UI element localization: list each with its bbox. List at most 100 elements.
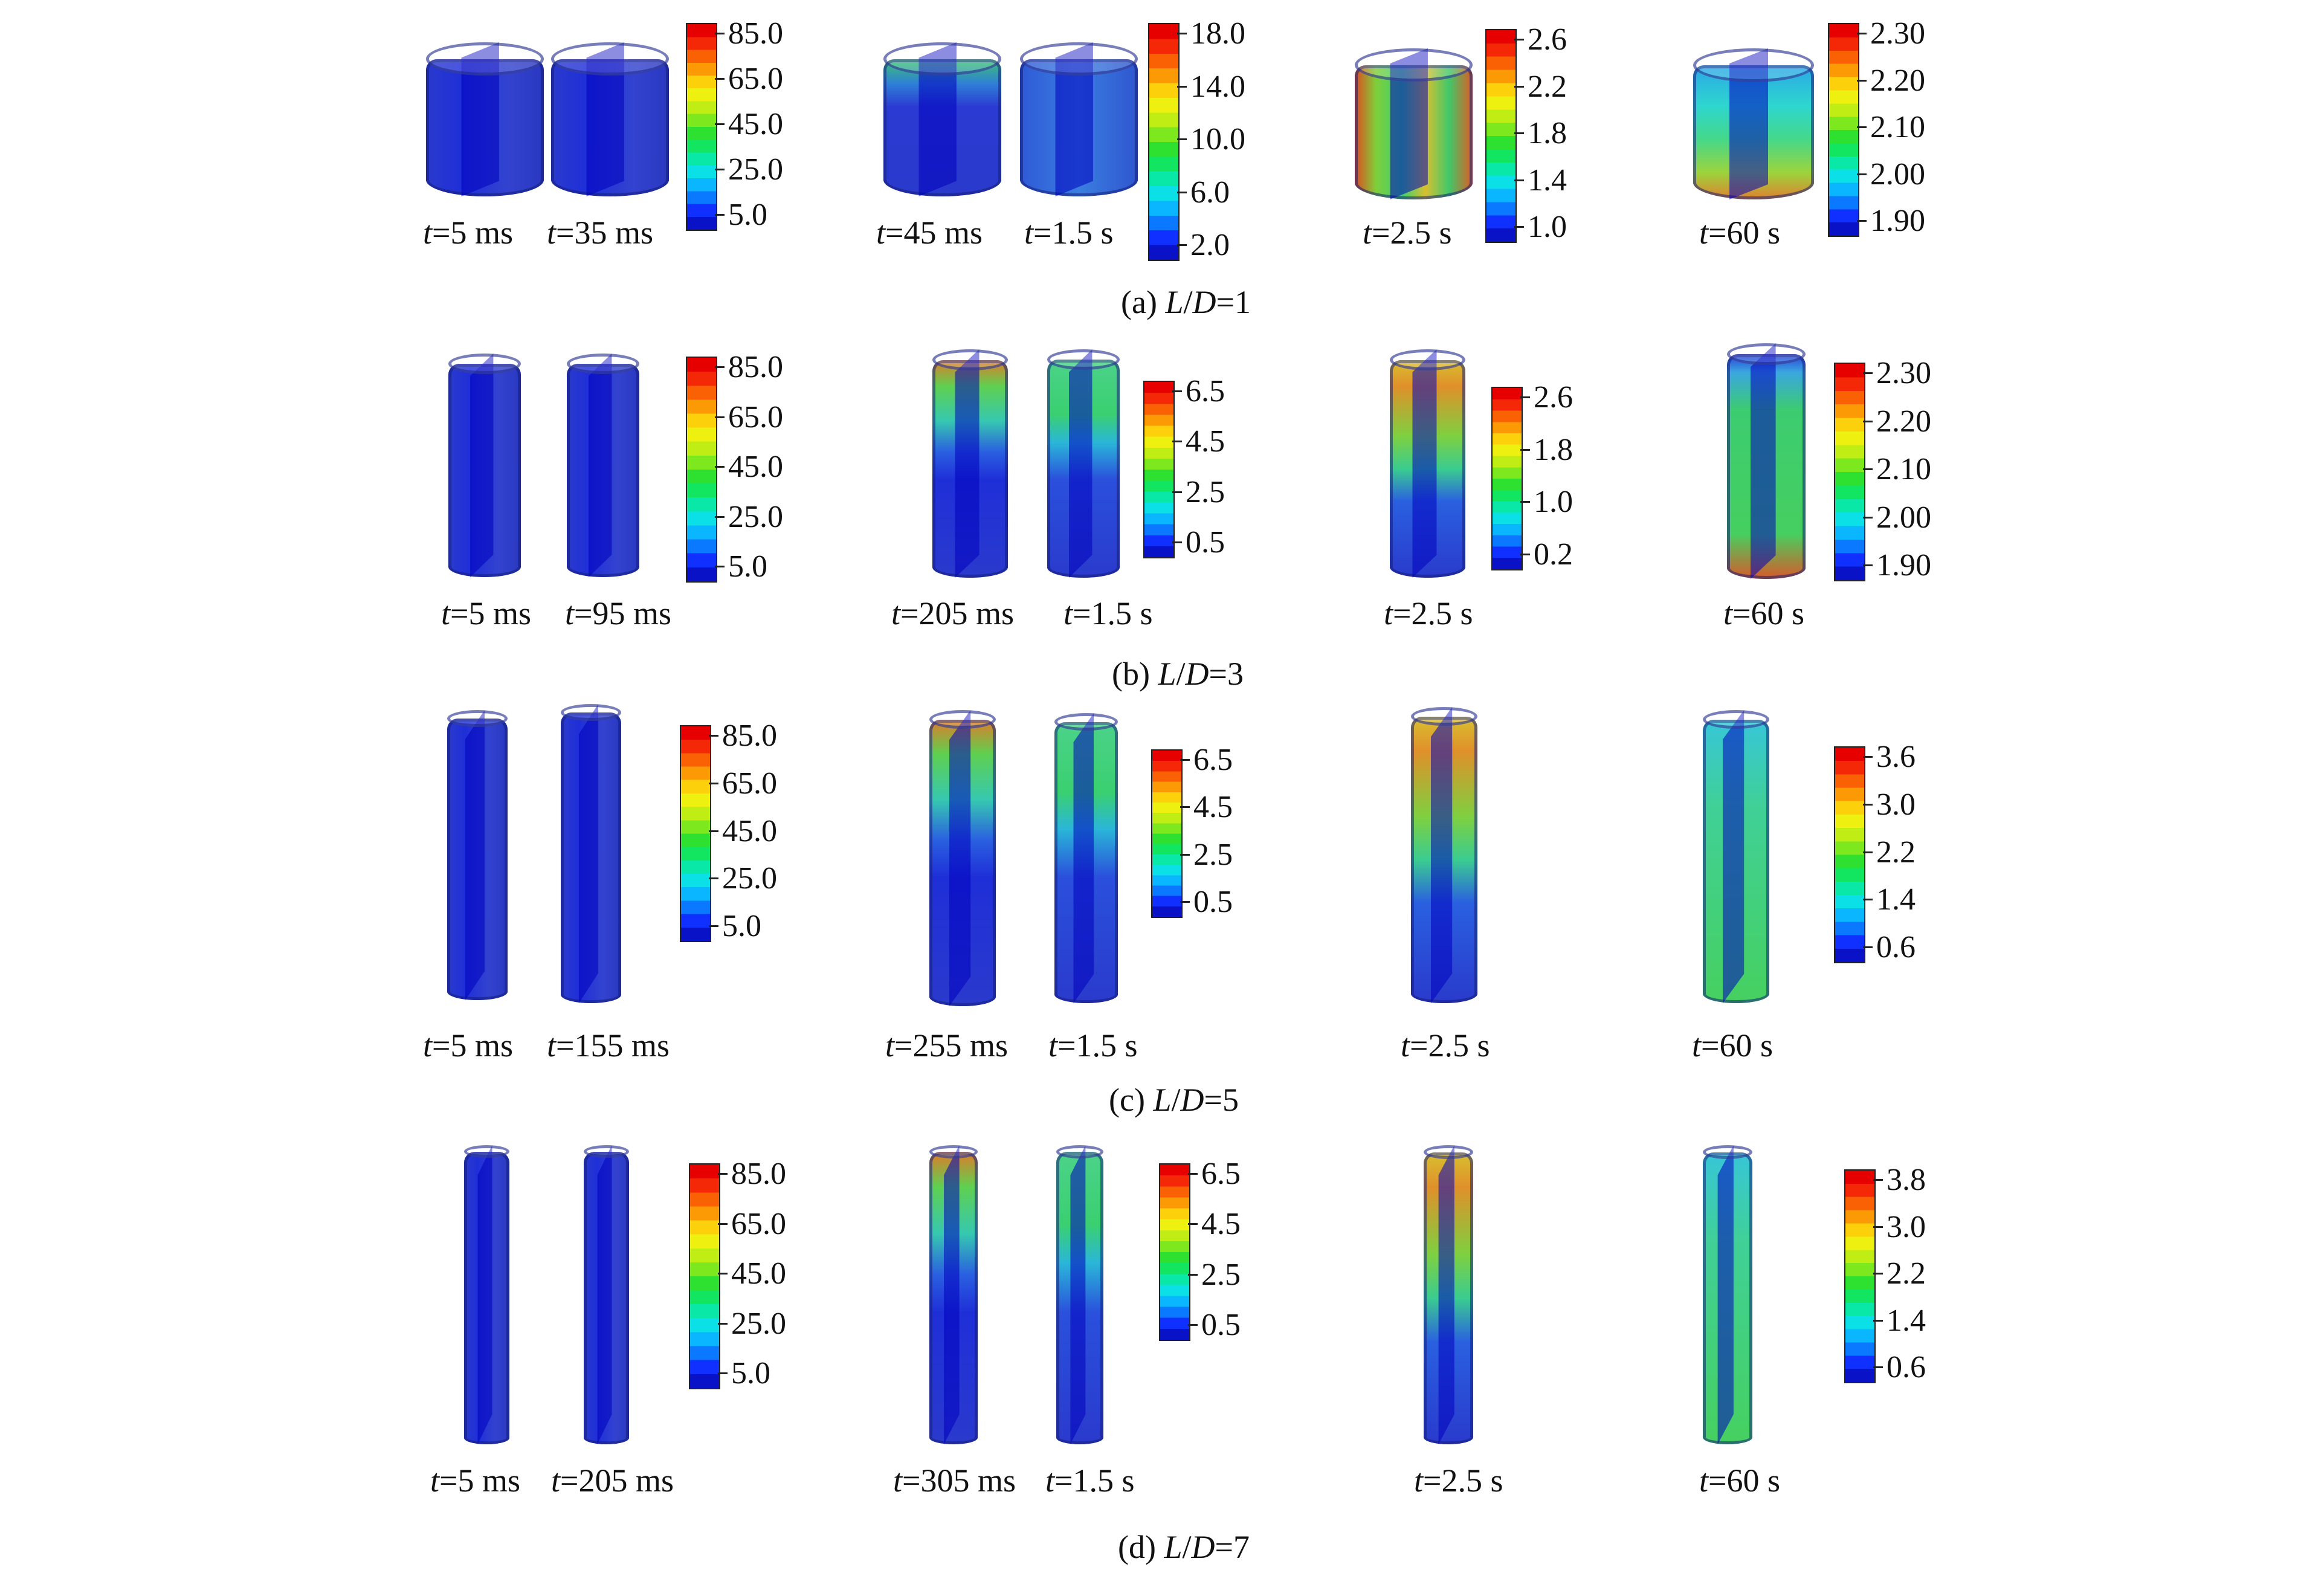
time-label: t=60 s: [1723, 595, 1804, 632]
cut-plane: [477, 1145, 492, 1444]
cylinder-top: [1390, 349, 1465, 370]
color-bar-tick: 2.00: [1857, 157, 1925, 192]
time-value: 35 ms: [574, 215, 654, 251]
cylinder-top: [561, 704, 621, 721]
equals-sign: =: [1410, 1027, 1428, 1064]
panel-caption: (b) L/D=3: [1112, 656, 1244, 692]
color-bar-tick: 2.00: [1863, 500, 1931, 535]
color-bar: [1159, 1163, 1190, 1341]
equals-sign: =: [900, 595, 919, 632]
cylinder-top: [929, 1145, 978, 1158]
color-bar-tick: 2.2: [1514, 69, 1567, 104]
cylinder-top: [1355, 48, 1473, 82]
color-bar-tick: 65.0: [715, 399, 783, 434]
color-bar: [1143, 381, 1175, 558]
color-bar-tick: 2.10: [1863, 452, 1931, 486]
cylinder-snapshot: [1020, 42, 1138, 196]
cylinder-top: [1703, 1145, 1752, 1159]
caption-slash: /: [1176, 656, 1186, 692]
color-bar: [686, 23, 717, 231]
time-variable: t: [893, 1462, 903, 1499]
color-bar-tick: 14.0: [1177, 69, 1245, 104]
color-bar-tick: 25.0: [715, 152, 783, 187]
color-bar-tick: 25.0: [718, 1306, 786, 1341]
caption-value: =7: [1215, 1529, 1250, 1565]
cylinder-snapshot: [1390, 349, 1465, 578]
cylinder-snapshot: [584, 1145, 629, 1444]
cylinder-top: [932, 349, 1008, 370]
cut-plane: [579, 704, 598, 1003]
cylinder-snapshot: [1693, 48, 1814, 199]
time-variable: t: [1414, 1462, 1424, 1499]
color-bar-tick: 6.5: [1172, 374, 1225, 409]
color-bar-tick: 2.20: [1863, 404, 1931, 439]
color-bar-tick: 3.0: [1863, 787, 1916, 822]
color-bar-tick: 2.2: [1873, 1256, 1926, 1291]
color-bar-tick: 2.30: [1863, 356, 1931, 390]
color-bar: [1151, 749, 1183, 918]
cylinder-snapshot: [447, 710, 508, 1000]
time-label: t=5 ms: [423, 1027, 513, 1064]
color-bar-tick: 2.20: [1857, 63, 1925, 98]
time-value: 205 ms: [578, 1462, 674, 1499]
color-bar-tick: 4.5: [1188, 1207, 1241, 1242]
color-bar-tick: 45.0: [718, 1256, 786, 1291]
time-label: t=60 s: [1699, 215, 1780, 251]
color-bar: [680, 725, 711, 942]
color-bar-tick: 18.0: [1177, 16, 1245, 51]
caption-D: D: [1192, 284, 1216, 320]
color-bar-tick: 0.5: [1188, 1308, 1241, 1342]
time-variable: t: [423, 215, 433, 251]
color-bar: [689, 1163, 720, 1389]
color-bar: [1148, 23, 1180, 261]
cut-plane: [470, 354, 494, 577]
equals-sign: =: [450, 595, 469, 632]
time-label: t=60 s: [1699, 1462, 1780, 1499]
time-label: t=60 s: [1692, 1027, 1773, 1064]
time-value: 5 ms: [468, 595, 532, 632]
color-bar-tick: 1.4: [1514, 163, 1567, 198]
panel-caption: (d) L/D=7: [1118, 1529, 1250, 1565]
cylinder-top: [1054, 713, 1118, 731]
color-bar-tick: 2.2: [1863, 835, 1916, 870]
time-variable: t: [1699, 215, 1709, 251]
color-bar-tick: 85.0: [715, 350, 783, 384]
time-label: t=1.5 s: [1064, 595, 1153, 632]
time-value: 1.5 s: [1073, 1462, 1135, 1499]
cut-plane: [1412, 349, 1437, 578]
color-bar-tick: 2.6: [1514, 22, 1567, 57]
cut-plane: [918, 42, 957, 196]
time-label: t=2.5 s: [1414, 1462, 1503, 1499]
color-bar-tick: 6.5: [1180, 743, 1233, 777]
time-variable: t: [885, 1027, 895, 1064]
time-label: t=2.5 s: [1384, 595, 1473, 632]
cylinder-top: [426, 42, 544, 76]
cylinder-snapshot: [1727, 343, 1806, 579]
equals-sign: =: [1732, 595, 1751, 632]
color-bar-tick: 1.8: [1514, 116, 1567, 150]
time-value: 60 s: [1719, 1027, 1773, 1064]
time-variable: t: [1024, 215, 1034, 251]
color-bar: [1828, 23, 1859, 237]
cylinder-top: [1727, 343, 1806, 365]
cylinder-top: [1020, 42, 1138, 76]
color-bar-tick: 0.2: [1520, 537, 1573, 572]
cut-plane: [1070, 1145, 1086, 1444]
caption-prefix: (b): [1112, 656, 1158, 692]
equals-sign: =: [1033, 215, 1052, 251]
cylinder-snapshot: [1054, 713, 1118, 1003]
time-value: 60 s: [1726, 1462, 1780, 1499]
color-bar-tick: 4.5: [1172, 424, 1225, 459]
color-bar: [1834, 746, 1865, 963]
cylinder-top: [567, 354, 639, 374]
color-bar-tick: 3.6: [1863, 740, 1916, 774]
color-bar-tick: 85.0: [709, 719, 777, 753]
color-bar-tick: 2.6: [1520, 380, 1573, 415]
time-variable: t: [1401, 1027, 1410, 1064]
cylinder-snapshot: [561, 704, 621, 1003]
time-value: 5 ms: [450, 1027, 514, 1064]
time-label: t=255 ms: [885, 1027, 1008, 1064]
equals-sign: =: [556, 1027, 575, 1064]
cut-plane: [1390, 48, 1428, 199]
time-label: t=305 ms: [893, 1462, 1016, 1499]
